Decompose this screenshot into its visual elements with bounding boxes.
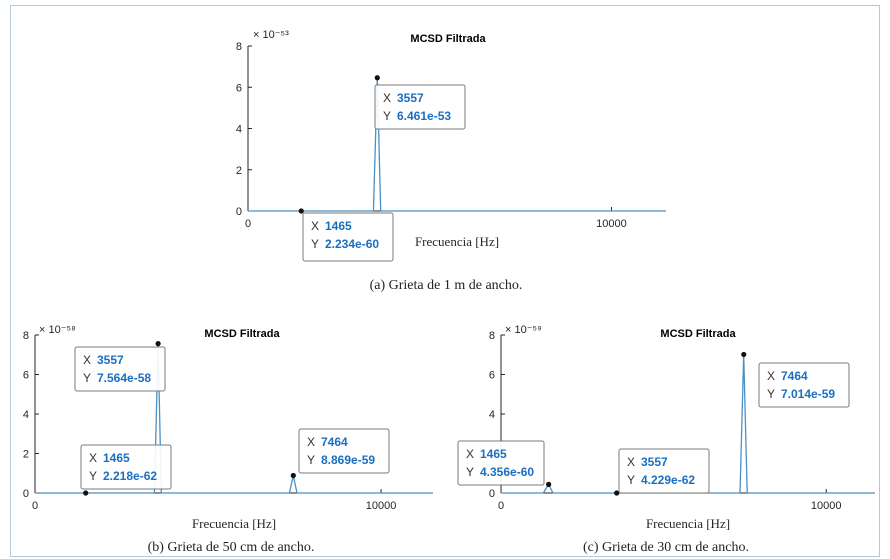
y-tick-label: 2 [23,449,29,461]
datatip-x-label: X [83,353,91,367]
x-tick-label: 10000 [811,500,842,512]
datatip-y-value: 2.234e-60 [325,237,379,251]
caption-c: (c) Grieta de 30 cm de ancho. [583,540,749,555]
datatip: X 1465 Y 4.356e-60 [457,440,552,487]
datatip-x-value: 7464 [321,435,348,449]
datatip-y-label: Y [311,237,319,251]
y-tick-label: 4 [489,409,495,421]
datatip-x-label: X [627,455,635,469]
y-tick-label: 8 [23,330,29,342]
datatip-y-label: Y [307,453,315,467]
datatip-y-label: Y [627,473,635,487]
x-tick-label: 10000 [366,500,397,512]
datatip-y-label: Y [383,109,391,123]
datatip-marker [546,481,552,487]
x-tick-label: 0 [245,218,251,230]
datatip-marker [290,472,296,479]
y-tick-label: 6 [23,370,29,382]
datatip-y-value: 2.218e-62 [103,469,157,483]
datatip-box [374,84,466,130]
datatip-box [457,440,545,486]
y-tick-label: 0 [489,488,495,500]
chart-title: MCSD Filtrada [410,33,486,45]
datatip-y-value: 4.229e-62 [641,473,695,487]
datatip: X 3557 Y 6.461e-53 [374,75,466,130]
datatip-y-value: 8.869e-59 [321,453,375,467]
y-tick-label: 8 [236,41,242,53]
y-exponent-label: × 10⁻⁵⁸ [39,324,76,336]
datatip-box [74,346,166,392]
chart-a: 0 2 4 6 8 0 10000 × 10⁻⁵³ MCSD Filtrada Frecuenci… [11,6,881,286]
y-tick-label: 0 [23,488,29,500]
datatip-y-value: 4.356e-60 [480,465,534,479]
datatip-x-value: 1465 [325,219,352,233]
x-axis-label: Frecuencia [Hz] [415,234,499,249]
datatip-marker [741,351,747,358]
caption-b: (b) Grieta de 50 cm de ancho. [147,540,315,555]
datatip-y-label: Y [89,469,97,483]
y-tick-label: 8 [489,330,495,342]
datatip-y-value: 6.461e-53 [397,109,451,123]
datatip-x-label: X [311,219,319,233]
x-tick-label: 0 [32,500,38,512]
datatip-box [298,428,390,474]
datatip-x-label: X [89,451,97,465]
chart-title: MCSD Filtrada [660,328,736,340]
datatip-y-label: Y [466,465,474,479]
datatip-x-value: 7464 [781,369,808,383]
datatip-box [302,212,394,262]
datatip-marker [374,75,380,81]
y-tick-label: 0 [236,206,242,218]
datatip-x-value: 3557 [641,455,668,469]
datatip: X 1465 Y 2.218e-62 [80,444,172,496]
datatip-y-value: 7.564e-58 [97,371,151,385]
datatip: X 7464 Y 8.869e-59 [290,428,390,479]
y-tick-label: 4 [236,124,242,136]
chart-b: 0 2 4 6 8 0 10000 × 10⁻⁵⁸ MCSD Filtrada Frecuenci… [11,313,451,558]
datatip-x-value: 3557 [397,91,424,105]
caption-a: (a) Grieta de 1 m de ancho. [369,278,523,293]
x-tick-label: 10000 [596,218,627,230]
datatip-x-value: 1465 [103,451,130,465]
y-tick-label: 6 [489,370,495,382]
x-axis-label: Frecuencia [Hz] [192,516,276,531]
datatip: X 7464 Y 7.014e-59 [741,351,850,408]
datatip: X 3557 Y 7.564e-58 [74,341,166,392]
datatip-marker [298,208,304,214]
datatip-box [618,448,710,494]
y-tick-label: 6 [236,82,242,94]
figure-frame: 0 2 4 6 8 0 10000 × 10⁻⁵³ MCSD Filtrada Frecuenci… [10,5,880,557]
datatip-x-value: 1465 [480,447,507,461]
x-axis-label: Frecuencia [Hz] [646,516,730,531]
datatip-y-value: 7.014e-59 [781,387,835,401]
y-tick-label: 4 [23,409,29,421]
datatip-marker [155,341,161,347]
datatip-marker [614,490,620,496]
x-tick-label: 0 [498,500,504,512]
datatip-y-label: Y [767,387,775,401]
datatip-y-label: Y [83,371,91,385]
datatip-x-label: X [466,447,474,461]
chart-svg: 0 2 4 6 8 0 10000 × 10⁻⁵³ MCSD Filtrada Frecuenci… [236,29,666,262]
y-tick-label: 2 [236,165,242,177]
datatip: X 3557 Y 4.229e-62 [614,448,710,496]
datatip-x-value: 3557 [97,353,124,367]
datatip-marker [83,490,89,496]
chart-title: MCSD Filtrada [204,328,280,340]
datatip: X 1465 Y 2.234e-60 [298,208,394,262]
chart-svg: 0 2 4 6 8 0 10000 × 10⁻⁵⁸ MCSD Filtrada Frecuenci… [23,324,433,531]
datatip-x-label: X [767,369,775,383]
y-exponent-label: × 10⁻⁵³ [253,29,289,41]
datatip-box [80,444,172,490]
datatip-box [758,362,850,408]
datatip-x-label: X [383,91,391,105]
y-exponent-label: × 10⁻⁵⁹ [505,324,542,336]
datatip-x-label: X [307,435,315,449]
